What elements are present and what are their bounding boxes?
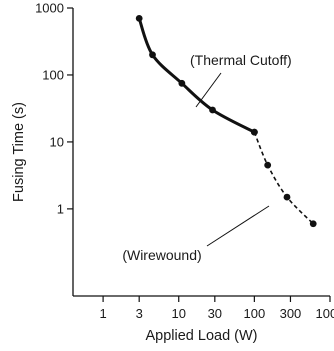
y-axis-label: Fusing Time (s)	[11, 102, 27, 202]
series-line-0	[137, 16, 256, 134]
series-line-1	[253, 131, 314, 225]
x-axis-ticks: 1 3 10 30 100 300 1000	[99, 296, 334, 321]
data-point	[135, 14, 143, 22]
annotation-leader-line	[195, 72, 222, 108]
data-point	[283, 193, 291, 201]
x-tick-label: 30	[208, 306, 222, 321]
x-tick-label: 300	[280, 306, 302, 321]
series-group	[135, 14, 317, 228]
x-tick-label: 1	[99, 306, 106, 321]
y-tick-label: 100	[42, 67, 64, 82]
x-axis-label: Applied Load (W)	[145, 328, 257, 344]
x-tick-label: 1000	[316, 306, 334, 321]
data-point	[250, 128, 258, 136]
x-tick-label: 3	[136, 306, 143, 321]
y-tick-label: 1	[57, 201, 64, 216]
data-point	[209, 106, 216, 114]
data-point	[309, 220, 317, 228]
annotation-label: (Wirewound)	[122, 247, 201, 263]
y-tick-label: 10	[50, 134, 64, 149]
annotations: (Thermal Cutoff) (Wirewound)	[122, 52, 291, 263]
x-tick-label: 100	[244, 306, 266, 321]
y-tick-label: 1000	[35, 1, 64, 16]
y-axis-ticks: 1 10 100 1000	[35, 1, 73, 216]
x-tick-label: 10	[171, 306, 185, 321]
annotation-label: (Thermal Cutoff)	[190, 52, 292, 68]
data-point	[178, 79, 186, 87]
annotation-leader-line	[206, 205, 270, 247]
data-point	[149, 51, 156, 59]
axes	[72, 8, 330, 297]
data-point	[264, 161, 272, 169]
